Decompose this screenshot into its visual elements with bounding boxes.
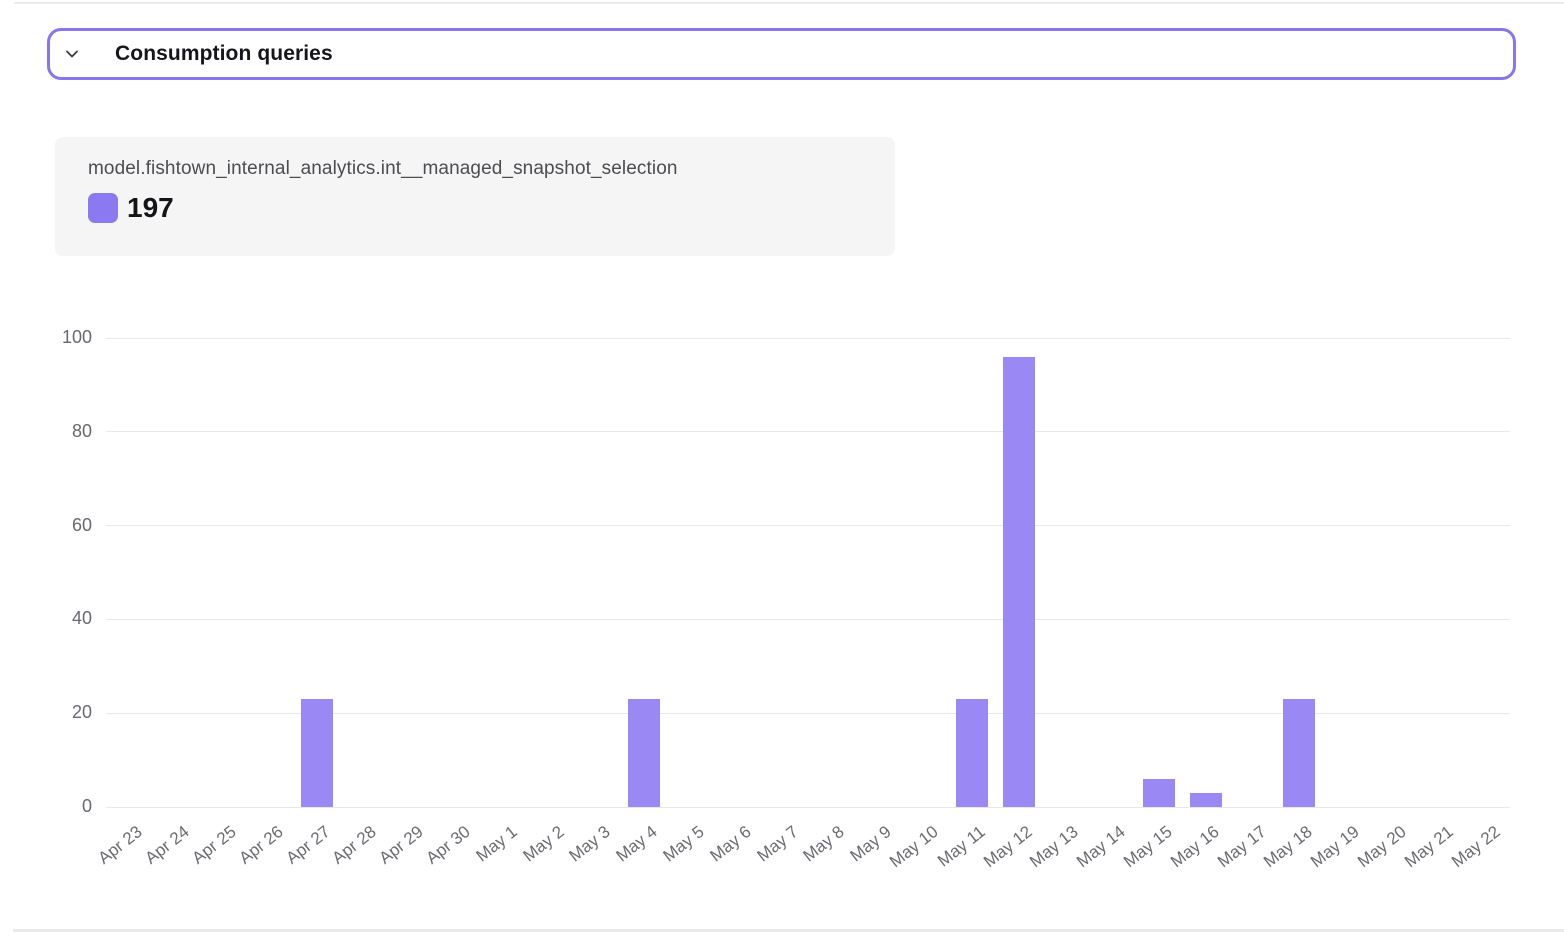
x-axis-tick-label: Apr 29 bbox=[375, 822, 427, 868]
y-axis-tick-label: 100 bbox=[61, 327, 92, 347]
x-axis-tick-label: Apr 23 bbox=[94, 822, 147, 868]
gridline bbox=[106, 525, 1510, 527]
series-color-swatch bbox=[88, 193, 118, 223]
x-axis-tick-label: May 21 bbox=[1400, 822, 1457, 872]
bar[interactable] bbox=[1002, 356, 1035, 807]
x-axis-tick-label: May 1 bbox=[472, 822, 521, 866]
x-axis-tick-label: May 5 bbox=[659, 822, 708, 866]
x-axis-tick-label: May 4 bbox=[612, 822, 661, 866]
bar[interactable] bbox=[300, 699, 333, 807]
x-axis-tick-label: Apr 25 bbox=[188, 822, 240, 868]
x-axis-tick-label: May 17 bbox=[1213, 822, 1270, 872]
bar[interactable] bbox=[628, 699, 661, 807]
tooltip-value-row: 197 bbox=[88, 193, 862, 223]
chevron-down-icon[interactable] bbox=[62, 44, 82, 64]
gridline bbox=[106, 806, 1510, 808]
x-axis-tick-label: May 12 bbox=[979, 822, 1036, 872]
x-axis-tick-label: May 19 bbox=[1307, 822, 1363, 872]
bar[interactable] bbox=[1189, 792, 1222, 807]
x-axis-tick-label: Apr 28 bbox=[328, 822, 381, 868]
x-axis-tick-label: May 15 bbox=[1120, 822, 1176, 872]
x-axis-tick-label: May 6 bbox=[706, 822, 755, 866]
gridline bbox=[106, 618, 1510, 620]
x-axis-tick-label: Apr 26 bbox=[235, 822, 287, 868]
x-axis-tick-label: May 18 bbox=[1260, 822, 1317, 872]
x-axis-tick-label: May 20 bbox=[1354, 822, 1410, 872]
x-axis-tick-label: May 8 bbox=[799, 822, 849, 866]
y-axis-tick-label: 80 bbox=[71, 420, 92, 441]
gridline bbox=[106, 431, 1510, 433]
y-axis-tick-label: 20 bbox=[71, 702, 92, 723]
x-axis-tick-label: May 11 bbox=[933, 822, 989, 871]
y-axis-tick-label: 60 bbox=[71, 514, 92, 535]
gridline bbox=[106, 712, 1510, 714]
x-axis-tick-label: May 10 bbox=[886, 822, 942, 872]
bar[interactable] bbox=[1143, 778, 1175, 807]
consumption-queries-toggle[interactable]: Consumption queries bbox=[47, 28, 1516, 80]
bar[interactable] bbox=[1283, 699, 1316, 807]
bar[interactable] bbox=[955, 699, 988, 807]
x-axis-tick-label: Apr 30 bbox=[422, 822, 474, 868]
x-axis-tick-label: May 3 bbox=[565, 822, 615, 866]
x-axis-tick-label: May 16 bbox=[1166, 822, 1223, 872]
bottom-divider bbox=[13, 929, 1564, 932]
y-axis-tick-label: 0 bbox=[81, 796, 92, 816]
top-divider bbox=[14, 2, 1564, 4]
chart-tooltip: model.fishtown_internal_analytics.int__m… bbox=[55, 137, 895, 256]
x-axis-tick-label: May 22 bbox=[1447, 822, 1504, 872]
y-axis-tick-label: 40 bbox=[71, 608, 92, 629]
section-title: Consumption queries bbox=[115, 42, 333, 65]
x-axis-tick-label: Apr 24 bbox=[141, 822, 193, 868]
x-axis-tick-label: May 14 bbox=[1073, 822, 1129, 872]
tooltip-series-name: model.fishtown_internal_analytics.int__m… bbox=[88, 158, 678, 179]
x-axis-tick-label: Apr 27 bbox=[282, 822, 334, 868]
x-axis-tick-label: May 13 bbox=[1026, 822, 1083, 872]
x-axis-tick-label: May 7 bbox=[753, 822, 802, 866]
gridline bbox=[106, 337, 1510, 339]
x-axis-tick-label: May 2 bbox=[519, 822, 568, 866]
tooltip-value: 197 bbox=[127, 192, 174, 223]
